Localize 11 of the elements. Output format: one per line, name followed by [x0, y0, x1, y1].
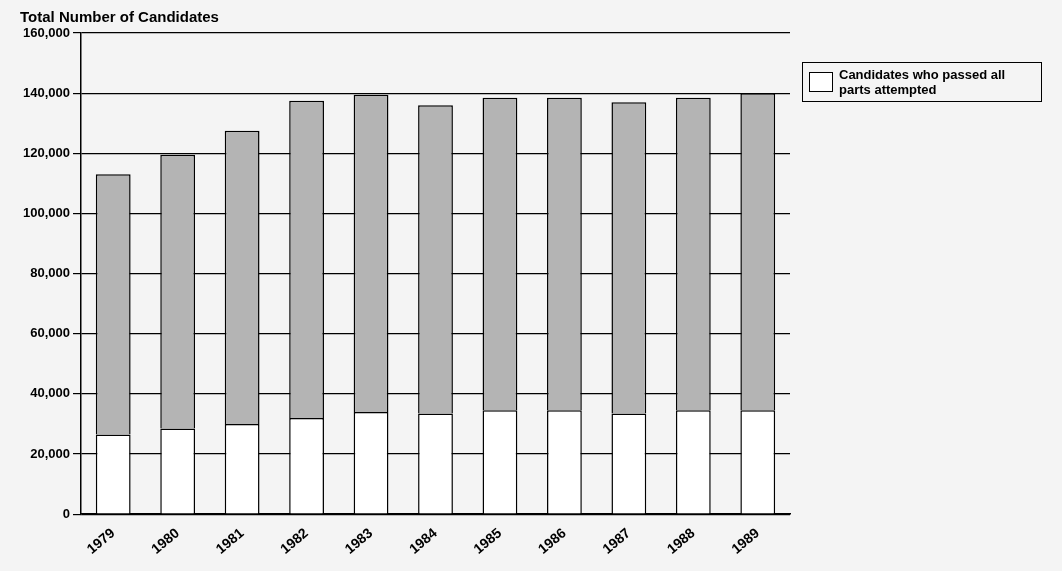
- y-tick-label: 0: [62, 505, 70, 521]
- y-tick-label: 120,000: [22, 144, 70, 160]
- y-tick-label: 20,000: [30, 445, 70, 461]
- y-tick-label: 140,000: [22, 84, 70, 100]
- y-tick-label: 60,000: [30, 325, 70, 341]
- y-tick-label: 40,000: [30, 385, 70, 401]
- y-tick-label: 80,000: [30, 265, 70, 281]
- y-tick-label: 160,000: [22, 24, 70, 40]
- chart-title: Total Number of Candidates: [20, 8, 219, 26]
- text: Candidates who passed all parts attempted: [839, 67, 1007, 97]
- y-tick-label: 100,000: [22, 204, 70, 220]
